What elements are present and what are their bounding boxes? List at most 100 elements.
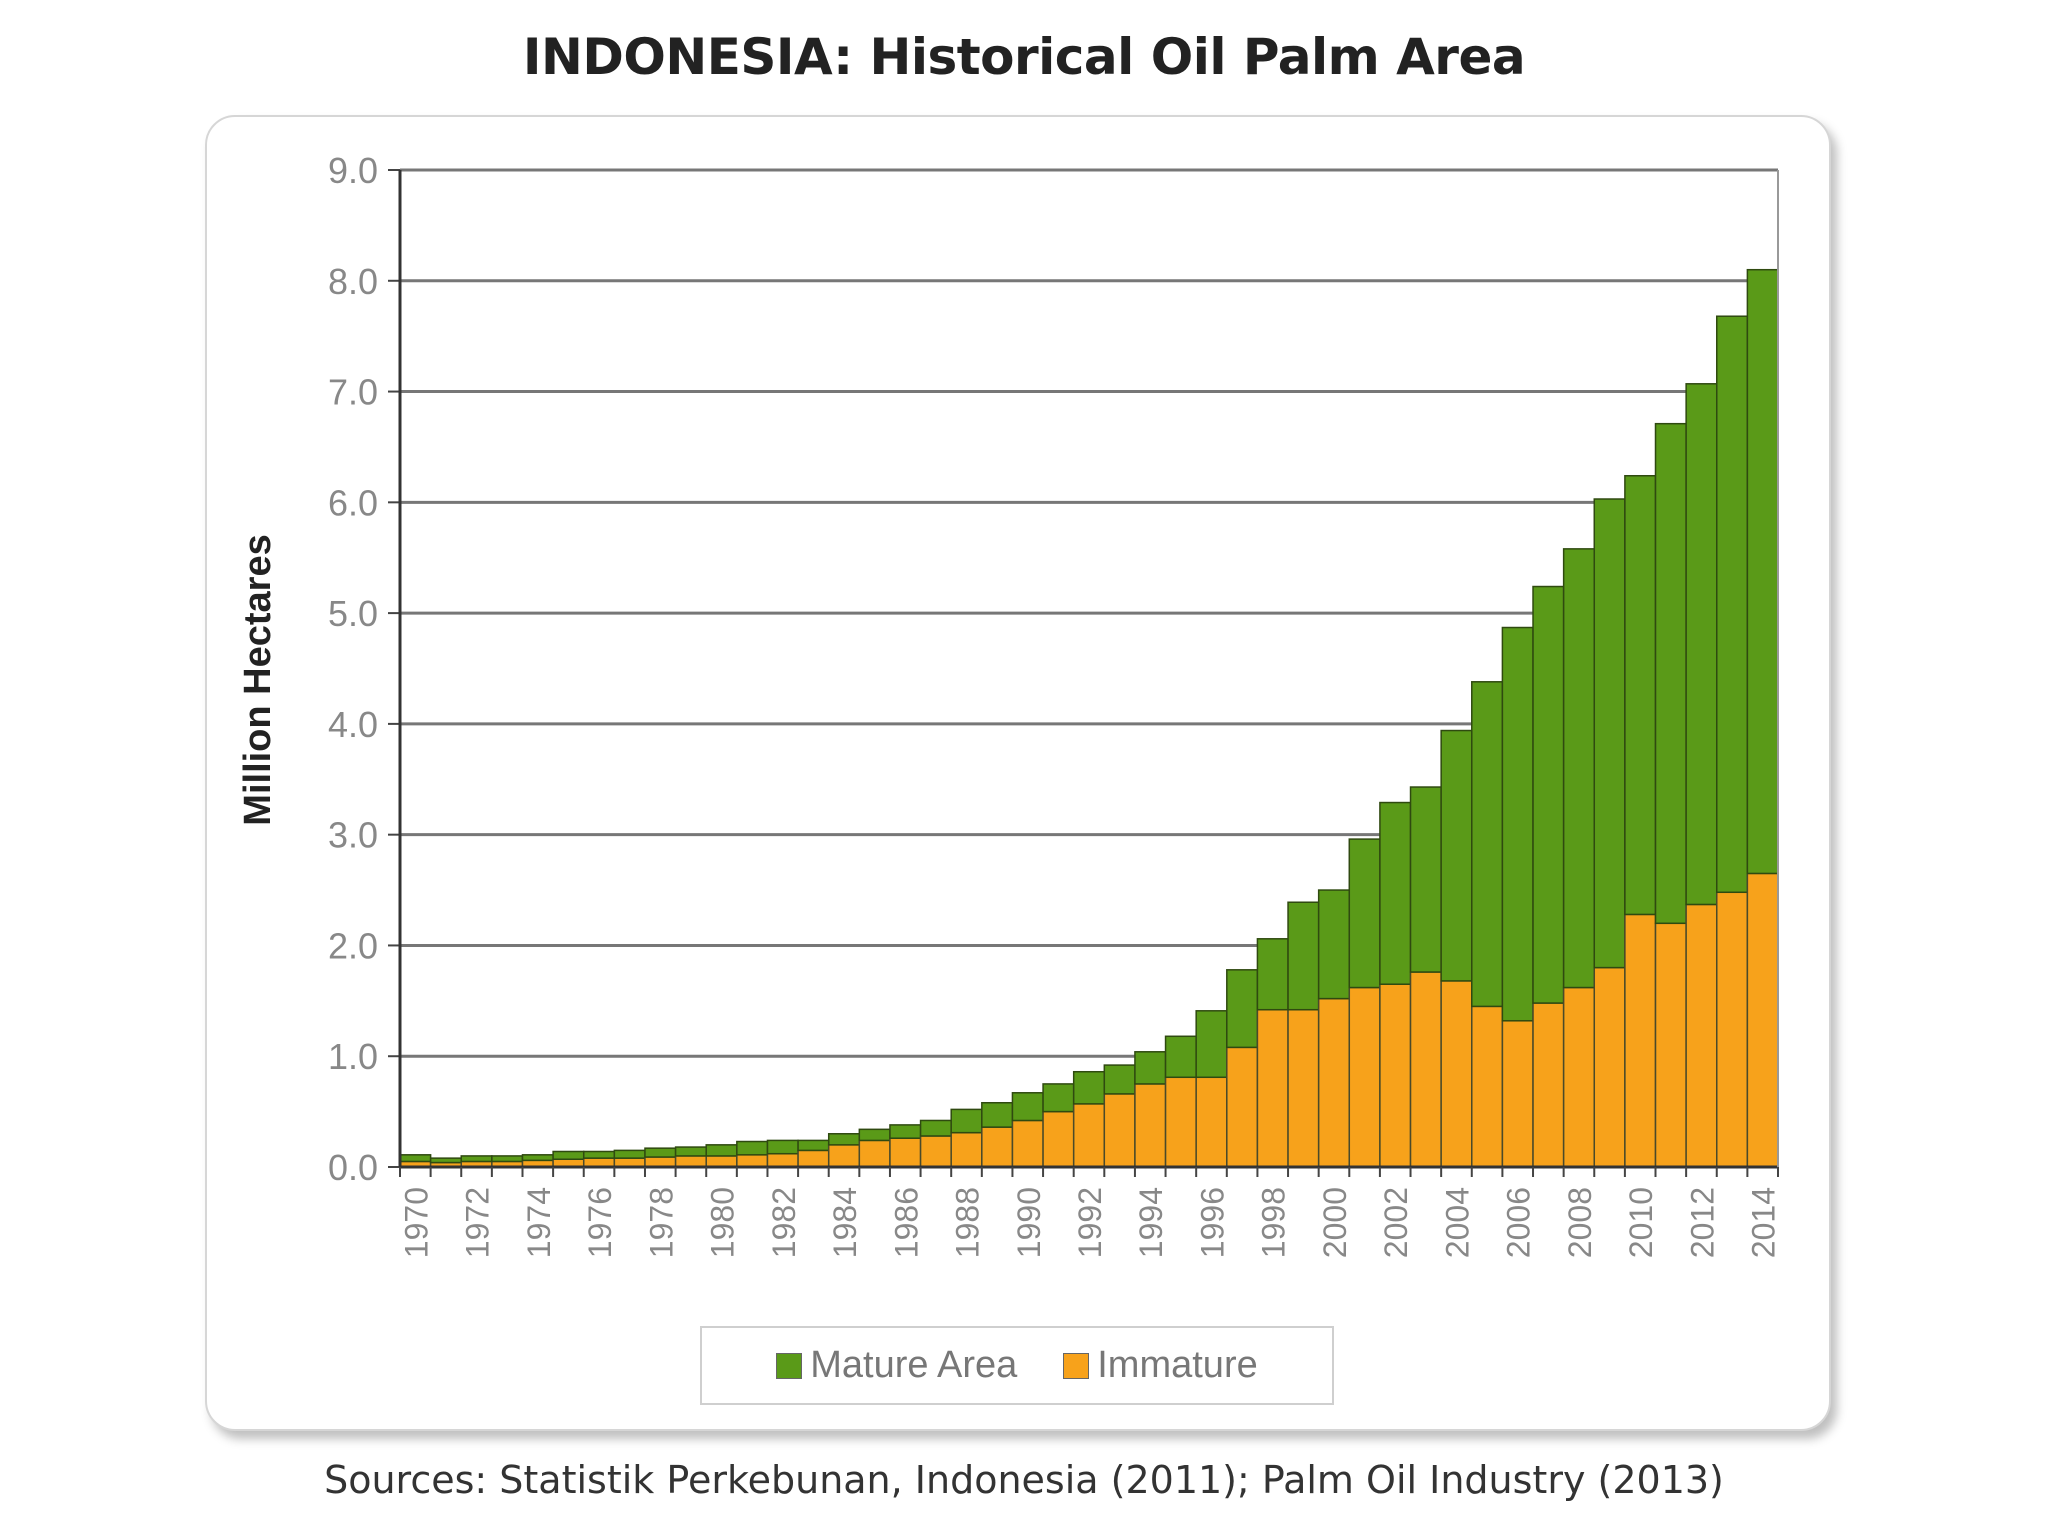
bar-segment-mature — [950, 1108, 983, 1134]
bar-segment-mature — [552, 1150, 585, 1160]
bar-segment-mature — [1072, 1070, 1106, 1105]
bar-segment-immature — [1011, 1119, 1044, 1168]
bar-segment-mature — [1471, 681, 1504, 1008]
bar-segment-mature — [1195, 1010, 1228, 1079]
y-tick-label: 1.0 — [328, 1036, 378, 1077]
bar-segment-mature — [1746, 268, 1779, 875]
x-tick-label: 2004 — [1439, 1187, 1475, 1258]
bar-segment-mature — [1256, 938, 1289, 1011]
bar-segment-immature — [1195, 1076, 1228, 1168]
bar-segment-mature — [1134, 1051, 1167, 1085]
legend-label-immature: Immature — [1097, 1344, 1258, 1386]
x-tick-label: 2010 — [1623, 1187, 1659, 1258]
bar-segment-immature — [1624, 913, 1657, 1168]
x-tick-label: 1972 — [460, 1187, 496, 1258]
bar-segment-mature — [1317, 889, 1351, 1000]
bar-segment-immature — [1103, 1093, 1136, 1168]
x-tick-label: 2002 — [1378, 1187, 1414, 1258]
bar-segment-immature — [950, 1131, 983, 1168]
x-tick-label: 2000 — [1317, 1187, 1353, 1258]
x-tick-label: 1998 — [1256, 1187, 1292, 1258]
source-note: Sources: Statistik Perkebunan, Indonesia… — [324, 1458, 1724, 1502]
y-tick-label: 7.0 — [328, 372, 378, 413]
x-tick-label: 2008 — [1562, 1187, 1598, 1258]
x-tick-label: 2014 — [1746, 1187, 1782, 1258]
x-tick-label: 1970 — [398, 1187, 434, 1258]
x-tick-label: 1982 — [766, 1187, 802, 1258]
bar-segment-immature — [1501, 1020, 1534, 1168]
bars — [399, 268, 1779, 1168]
bar-segment-immature — [1348, 986, 1381, 1168]
bar-segment-immature — [1287, 1008, 1320, 1168]
bar-segment-immature — [827, 1144, 861, 1168]
bar-segment-mature — [491, 1155, 524, 1163]
y-tick-label: 9.0 — [328, 150, 378, 191]
bar-segment-immature — [797, 1149, 830, 1168]
x-tick-label: 1978 — [643, 1187, 679, 1258]
chart-title: INDONESIA: Historical Oil Palm Area — [522, 28, 1526, 86]
x-tick-label: 2012 — [1684, 1187, 1720, 1258]
bar-segment-mature — [1440, 729, 1473, 982]
bar-segment-mature — [399, 1154, 432, 1163]
bar-segment-mature — [1501, 626, 1534, 1022]
bar-segment-immature — [1042, 1110, 1075, 1168]
bar-segment-immature — [1685, 903, 1718, 1168]
axes — [388, 169, 1779, 1177]
x-tick-label: 1996 — [1194, 1187, 1230, 1258]
bar-segment-immature — [1256, 1008, 1289, 1168]
bar-segment-mature — [429, 1157, 462, 1164]
y-tick-label: 5.0 — [328, 593, 378, 634]
bar-segment-immature — [1440, 980, 1473, 1168]
x-tick-label: 1984 — [827, 1187, 863, 1258]
legend: Mature Area Immature — [700, 1326, 1334, 1405]
bar-segment-mature — [1042, 1083, 1075, 1113]
bar-segment-mature — [1164, 1035, 1197, 1079]
y-tick-labels: 0.0 1.0 2.0 3.0 4.0 5.0 6.0 7.0 8.0 9.0 — [328, 150, 378, 1188]
bar-segment-immature — [1746, 872, 1779, 1168]
bar-segment-immature — [1562, 986, 1596, 1168]
bar-segment-mature — [674, 1146, 707, 1157]
bar-segment-mature — [1011, 1092, 1044, 1122]
bar-segment-immature — [1409, 971, 1442, 1168]
bar-segment-mature — [1103, 1064, 1136, 1095]
y-tick-label: 6.0 — [328, 482, 378, 523]
y-tick-label: 3.0 — [328, 815, 378, 856]
bar-segment-immature — [1226, 1046, 1259, 1168]
bar-segment-immature — [705, 1155, 738, 1168]
bar-segment-immature — [1317, 997, 1351, 1168]
bar-segment-mature — [981, 1101, 1014, 1128]
bar-segment-mature — [736, 1140, 769, 1156]
bar-segment-mature — [797, 1139, 830, 1152]
bar-segment-mature — [521, 1154, 554, 1162]
legend-swatch-immature — [1063, 1352, 1090, 1379]
x-tick-label: 2006 — [1501, 1187, 1537, 1258]
bar-segment-mature — [766, 1139, 799, 1155]
bar-segment-mature — [582, 1150, 616, 1159]
bar-segment-mature — [1624, 474, 1657, 916]
bar-segment-mature — [1685, 383, 1718, 906]
bar-segment-mature — [919, 1119, 952, 1137]
x-tick-label: 1992 — [1072, 1187, 1108, 1258]
bar-segment-mature — [889, 1124, 922, 1139]
bar-segment-mature — [613, 1149, 646, 1159]
bar-segment-mature — [1226, 969, 1259, 1049]
bar-segment-mature — [1654, 422, 1687, 925]
bar-segment-mature — [644, 1147, 677, 1158]
bar-segment-immature — [981, 1126, 1014, 1168]
x-tick-labels: 1970 1972 1974 1976 1978 1980 1982 1984 1986 1988… — [398, 1187, 1781, 1258]
bar-segment-mature — [1287, 901, 1320, 1011]
legend-item-mature: Mature Area — [776, 1344, 1017, 1387]
bar-segment-mature — [1532, 585, 1565, 1004]
bar-segment-immature — [1716, 891, 1749, 1168]
bar-segment-immature — [919, 1135, 952, 1168]
bar-segment-immature — [1134, 1083, 1167, 1168]
bar-segment-mature — [705, 1144, 738, 1157]
bar-segment-immature — [674, 1155, 707, 1168]
y-tick-label: 0.0 — [328, 1147, 378, 1188]
bar-segment-mature — [460, 1155, 493, 1163]
y-tick-label: 4.0 — [328, 704, 378, 745]
legend-item-immature: Immature — [1063, 1344, 1258, 1387]
bar-segment-immature — [1471, 1005, 1504, 1168]
x-tick-label: 1990 — [1011, 1187, 1047, 1258]
